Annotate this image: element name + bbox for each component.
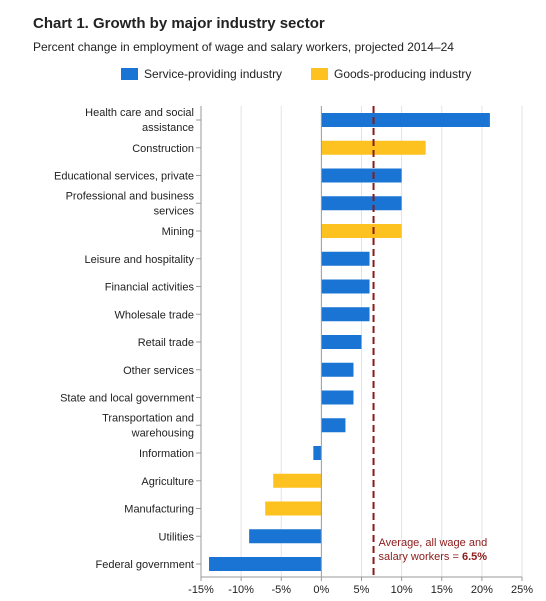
bar-8 <box>321 335 362 349</box>
category-label-15: Utilities <box>159 531 195 543</box>
chart-title: Chart 1. Growth by major industry sector <box>33 15 325 32</box>
bar-0 <box>321 113 490 127</box>
average-label-line-2: salary workers = 6.5% <box>379 551 488 563</box>
bar-14 <box>265 501 322 516</box>
category-label-0: Health care and social assistance <box>85 107 194 134</box>
category-label-4: Mining <box>162 226 194 238</box>
category-label-13: Agriculture <box>141 476 194 488</box>
legend-swatch-service <box>121 68 138 80</box>
bar-13 <box>273 473 322 488</box>
bar-5 <box>321 251 370 266</box>
average-label-line-1: Average, all wage and <box>379 537 488 549</box>
category-label-3: Professional and business services <box>66 190 195 217</box>
bar-1 <box>321 140 426 155</box>
x-tick-label-1: -10% <box>228 584 254 596</box>
bar-4 <box>321 224 402 238</box>
category-label-6: Financial activities <box>105 282 195 294</box>
bar-12 <box>313 446 322 460</box>
x-tick-label-2: -5% <box>271 584 291 596</box>
bar-9 <box>321 362 354 377</box>
category-label-2: Educational services, private <box>54 171 194 183</box>
legend-label-goods: Goods-producing industry <box>334 67 472 81</box>
x-tick-label-3: 0% <box>313 584 329 596</box>
category-label-14: Manufacturing <box>124 504 194 516</box>
category-label-10: State and local government <box>60 393 194 405</box>
category-label-11: Transportation and warehousing <box>102 412 194 439</box>
category-label-9: Other services <box>123 365 194 377</box>
x-tick-label-8: 25% <box>511 584 533 596</box>
bar-16 <box>209 557 322 571</box>
legend-swatch-goods <box>311 68 328 80</box>
category-label-7: Wholesale trade <box>115 309 195 321</box>
bar-15 <box>249 529 322 544</box>
category-label-16: Federal government <box>96 559 194 571</box>
chart-subtitle: Percent change in employment of wage and… <box>33 40 454 54</box>
category-label-12: Information <box>139 448 194 460</box>
x-tick-label-6: 15% <box>431 584 453 596</box>
bar-10 <box>321 390 354 405</box>
category-label-5: Leisure and hospitality <box>85 254 195 266</box>
x-tick-label-7: 20% <box>471 584 493 596</box>
bar-2 <box>321 168 402 183</box>
bar-11 <box>321 418 346 433</box>
bar-7 <box>321 307 370 322</box>
category-label-8: Retail trade <box>138 337 194 349</box>
x-tick-label-4: 5% <box>354 584 370 596</box>
bar-3 <box>321 196 402 211</box>
legend-label-service: Service-providing industry <box>144 67 283 81</box>
x-tick-label-5: 10% <box>391 584 413 596</box>
bar-6 <box>321 279 370 294</box>
x-tick-label-0: -15% <box>188 584 214 596</box>
category-label-1: Construction <box>132 143 194 155</box>
